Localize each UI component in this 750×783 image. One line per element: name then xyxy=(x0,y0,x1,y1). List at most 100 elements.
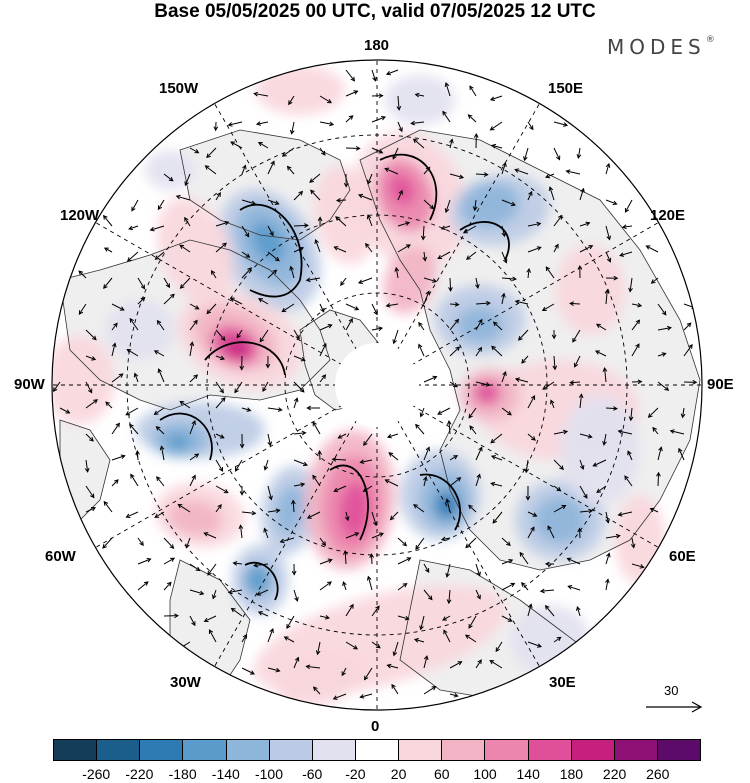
wind-vector xyxy=(332,693,347,700)
wind-vector xyxy=(630,537,636,549)
wind-vector xyxy=(413,504,425,513)
anomaly-area xyxy=(385,75,455,125)
wind-vector xyxy=(579,433,593,439)
wind-vector xyxy=(422,251,428,262)
wind-vector xyxy=(384,167,399,175)
wind-vector xyxy=(154,511,165,518)
wind-vector xyxy=(315,641,321,656)
anomaly-area xyxy=(244,564,272,596)
wind-vector xyxy=(163,537,175,549)
wind-vector xyxy=(263,527,269,539)
wind-vector xyxy=(391,683,399,695)
wind-vector xyxy=(527,511,538,517)
wind-vector xyxy=(465,251,477,260)
wind-vector xyxy=(111,373,124,383)
wind-vector xyxy=(573,355,581,368)
wind-vector xyxy=(577,265,583,279)
wind-vector xyxy=(495,641,503,653)
wind-vector xyxy=(333,246,347,253)
wind-vector xyxy=(527,190,533,201)
wind-vector xyxy=(418,321,425,331)
wind-vector xyxy=(289,265,295,279)
colorbar-segment xyxy=(614,740,658,760)
wind-vector xyxy=(396,95,402,111)
latitude-circle xyxy=(284,292,470,478)
wind-vector xyxy=(501,251,508,264)
wind-vector xyxy=(125,407,139,416)
wind-vector xyxy=(153,407,165,415)
wind-vector xyxy=(85,355,97,361)
wind-vector xyxy=(129,423,139,435)
wind-vector xyxy=(565,169,581,175)
wind-vector xyxy=(267,667,281,673)
colorbar-tick-label: -20 xyxy=(345,766,366,782)
wind-vector xyxy=(78,270,87,279)
streamline xyxy=(244,562,279,601)
wind-vector xyxy=(206,303,217,315)
wind-vector xyxy=(596,485,607,493)
wind-vector xyxy=(475,300,491,306)
wind-vector xyxy=(501,276,517,282)
wind-vector xyxy=(184,216,191,227)
wind-vector xyxy=(103,247,113,253)
wind-vector xyxy=(241,510,257,516)
colorbar xyxy=(53,739,701,761)
wind-vector xyxy=(475,563,481,577)
wind-vector xyxy=(234,381,243,394)
wind-vector xyxy=(175,194,191,201)
wind-vector xyxy=(577,527,583,539)
wind-vector xyxy=(85,485,95,499)
wind-vector xyxy=(645,245,659,253)
colorbar-segment xyxy=(97,740,141,760)
wind-vector xyxy=(267,160,275,175)
wind-vector xyxy=(103,277,113,289)
lon-label-60w: 60W xyxy=(45,548,76,565)
wind-vector xyxy=(179,244,191,253)
wind-vector xyxy=(423,686,437,695)
wind-vector xyxy=(475,473,481,487)
wind-vector xyxy=(203,532,217,539)
wind-vector xyxy=(475,318,483,331)
wind-vector xyxy=(333,485,347,493)
wind-vector xyxy=(657,303,667,316)
wind-vector xyxy=(130,473,139,487)
wind-vector xyxy=(343,550,348,565)
wind-vector xyxy=(279,537,295,544)
reference-vector-label: 30 xyxy=(664,683,679,698)
wind-vector xyxy=(553,121,569,127)
wind-vector xyxy=(544,561,555,567)
wind-vector xyxy=(595,323,607,331)
wind-vector xyxy=(163,293,175,305)
wind-vector xyxy=(547,525,555,539)
wind-vector xyxy=(490,481,503,487)
wind-vector xyxy=(335,197,347,203)
anomaly-area xyxy=(52,335,115,425)
wind-vector xyxy=(293,589,299,602)
wind-vector xyxy=(234,459,243,472)
wind-vector xyxy=(189,147,200,154)
wind-vector xyxy=(345,318,353,331)
meridian-line xyxy=(376,384,543,672)
wind-vector xyxy=(232,561,243,566)
colorbar-tick-label: -140 xyxy=(211,766,240,782)
wind-vector xyxy=(84,459,90,473)
wind-vector xyxy=(578,393,584,409)
wind-vector xyxy=(545,173,555,179)
wind-vector xyxy=(647,407,659,418)
wind-vector xyxy=(126,349,139,357)
wind-vector xyxy=(281,303,295,313)
wind-vector xyxy=(345,303,360,311)
wind-vector xyxy=(267,269,278,279)
wind-vector xyxy=(501,537,511,547)
wind-vector xyxy=(241,251,251,258)
wind-vector xyxy=(473,133,479,149)
wind-vector xyxy=(472,199,478,212)
wind-vector xyxy=(78,303,87,315)
wind-vector xyxy=(255,121,269,126)
colorbar-segment xyxy=(226,740,270,760)
colorbar-segment xyxy=(571,740,615,760)
wind-vector xyxy=(437,251,451,259)
wind-vector xyxy=(475,446,483,461)
wind-vector xyxy=(319,558,333,565)
wind-vector xyxy=(592,459,607,467)
